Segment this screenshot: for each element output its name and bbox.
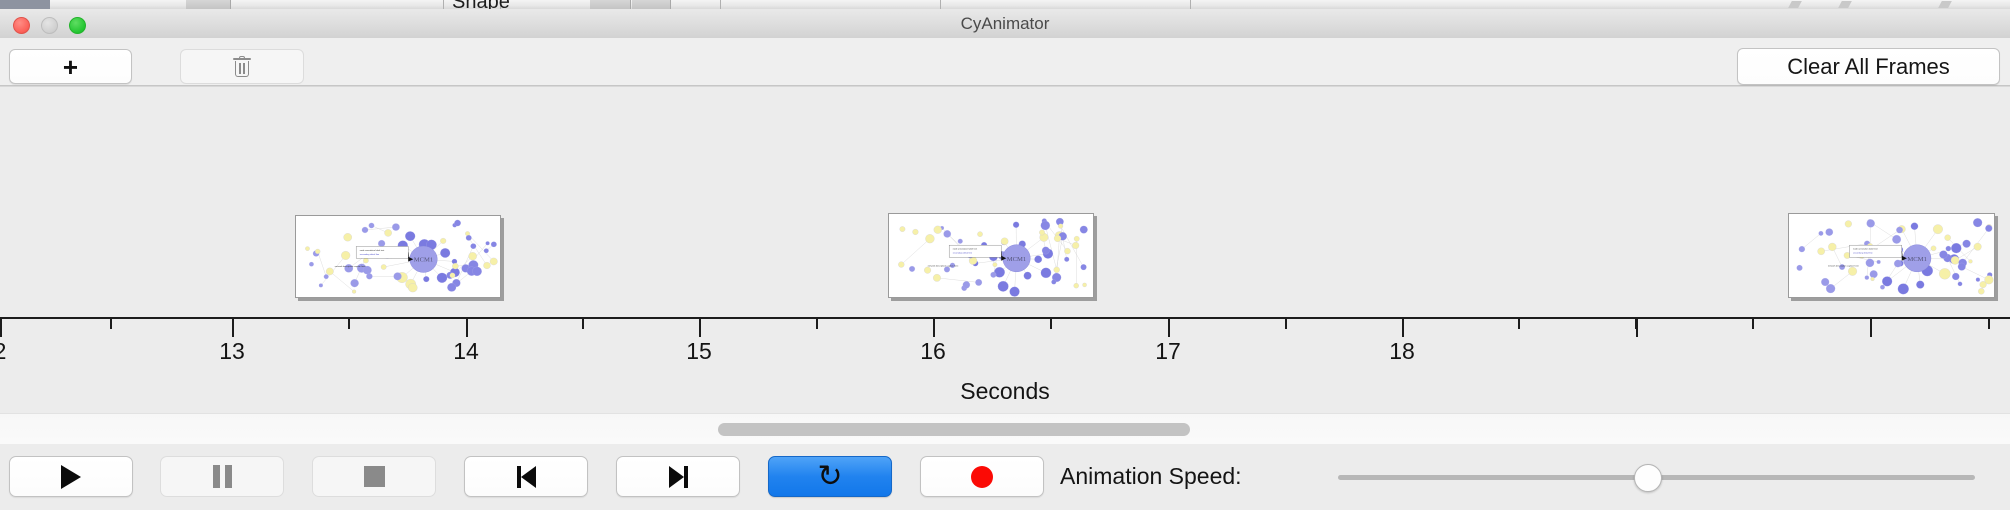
timeline-minor-tick (1050, 319, 1052, 329)
bg-decoration (1938, 1, 1952, 8)
bg-tab (632, 0, 671, 9)
timeline-major-tick (1402, 319, 1404, 337)
timeline-frame-thumbnail[interactable]: MCM1 node annotation label text secondary … (295, 215, 501, 298)
timeline-major-tick (933, 319, 935, 337)
close-button-icon[interactable] (13, 17, 30, 34)
bg-tick (940, 0, 941, 9)
trash-icon (233, 55, 251, 78)
record-button[interactable] (920, 456, 1044, 497)
timeline-minor-tick (1285, 319, 1287, 329)
add-frame-button[interactable]: + (9, 49, 132, 84)
timeline-minor-tick (1518, 319, 1520, 329)
bg-tick (720, 0, 721, 9)
svg-text:MCM1: MCM1 (1007, 256, 1027, 263)
timeline-tick-label: 2 (0, 338, 6, 365)
clear-all-frames-button[interactable]: Clear All Frames (1737, 48, 2000, 85)
title-bar: CyAnimator (0, 9, 2010, 39)
svg-text:network description caption he: network description caption here (1828, 264, 1860, 267)
stop-icon (363, 466, 385, 487)
bg-decoration (1838, 1, 1852, 8)
svg-text:network description caption he: network description caption here (928, 264, 959, 267)
timeline-minor-tick (582, 319, 584, 329)
timeline-major-tick (0, 319, 2, 337)
timeline-tick-label: 18 (1389, 338, 1415, 364)
timeline-minor-tick (1988, 319, 1990, 329)
timeline-minor-tick (1752, 319, 1754, 329)
play-button[interactable] (9, 456, 133, 497)
network-graph-preview: MCM1 node annotation label text secondary … (889, 214, 1093, 297)
svg-text:node annotation label text: node annotation label text (1853, 248, 1878, 251)
loop-button[interactable]: ↻ (768, 456, 892, 497)
network-graph-preview: MCM1 node annotation label text secondary … (296, 216, 500, 297)
record-icon (971, 465, 993, 488)
delete-frame-button[interactable] (180, 49, 304, 84)
svg-text:node annotation label text: node annotation label text (360, 249, 385, 252)
timeline-axis-line (0, 317, 2010, 319)
loop-icon: ↻ (817, 458, 843, 494)
timeline-tick-label: 16 (920, 338, 946, 364)
svg-text:MCM1: MCM1 (1907, 256, 1927, 263)
svg-text:node annotation label text: node annotation label text (953, 248, 978, 251)
minimize-button-icon[interactable] (41, 17, 58, 34)
zoom-button-icon[interactable] (69, 17, 86, 34)
bg-tick (1190, 0, 1191, 9)
timeline-panel[interactable]: MCM1 node annotation label text secondary … (0, 86, 2010, 413)
timeline-major-tick (1636, 319, 1638, 337)
animation-speed-slider-thumb[interactable] (1634, 464, 1662, 492)
svg-text:network description caption he: network description caption here (335, 265, 367, 268)
timeline-scrollbar-thumb[interactable] (718, 423, 1190, 436)
skip-backward-icon (516, 465, 536, 488)
svg-text:MCM1: MCM1 (414, 257, 434, 264)
svg-text:secondary detail line: secondary detail line (953, 252, 973, 255)
bg-tick (500, 0, 501, 9)
pause-icon (212, 465, 232, 488)
animation-speed-label: Animation Speed: (1060, 463, 1242, 489)
timeline-minor-tick (1635, 319, 1637, 329)
timeline-frame-thumbnail[interactable]: MCM1 node annotation label text secondary … (888, 213, 1094, 298)
svg-text:secondary detail line: secondary detail line (360, 253, 380, 256)
timeline-major-tick (232, 319, 234, 337)
timeline-minor-tick (1870, 319, 1872, 329)
timeline-major-tick (1168, 319, 1170, 337)
traffic-lights (13, 17, 86, 34)
timeline-frame-thumbnail[interactable]: MCM1 node annotation label text secondary … (1788, 213, 1995, 298)
timeline-minor-tick (110, 319, 112, 329)
timeline-major-tick (466, 319, 468, 337)
stop-button[interactable] (312, 456, 436, 497)
bg-tick (443, 0, 444, 9)
timeline-tick-label: 15 (686, 338, 712, 364)
skip-to-start-button[interactable] (464, 456, 588, 497)
bg-tab (590, 0, 631, 9)
skip-forward-icon (668, 465, 688, 488)
window-title: CyAnimator (960, 14, 1050, 33)
svg-text:secondary detail line: secondary detail line (1853, 252, 1873, 255)
playback-control-bar: ↻ Animation Speed: (0, 444, 2010, 510)
timeline-top-divider (0, 86, 2010, 87)
timeline-tick-label: 14 (453, 338, 479, 364)
timeline-scrollbar-track[interactable] (0, 413, 2010, 445)
timeline-major-tick (699, 319, 701, 337)
play-icon (61, 464, 81, 489)
bg-decoration (1788, 1, 1802, 8)
timeline-minor-tick (348, 319, 350, 329)
skip-to-end-button[interactable] (616, 456, 740, 497)
plus-icon: + (62, 51, 79, 82)
toolbar: + Clear All Frames (0, 38, 2010, 86)
timeline-tick-label: 17 (1155, 338, 1181, 364)
clear-all-frames-label: Clear All Frames (1787, 53, 1950, 79)
bg-dark-block (0, 0, 50, 9)
background-window-label: Shape (452, 0, 510, 9)
timeline-minor-tick (816, 319, 818, 329)
pause-button[interactable] (160, 456, 284, 497)
timeline-axis-title: Seconds (960, 378, 1050, 404)
bg-tab (186, 0, 231, 9)
network-graph-preview: MCM1 node annotation label text secondary … (1789, 214, 1994, 297)
timeline-tick-label: 13 (219, 338, 245, 364)
